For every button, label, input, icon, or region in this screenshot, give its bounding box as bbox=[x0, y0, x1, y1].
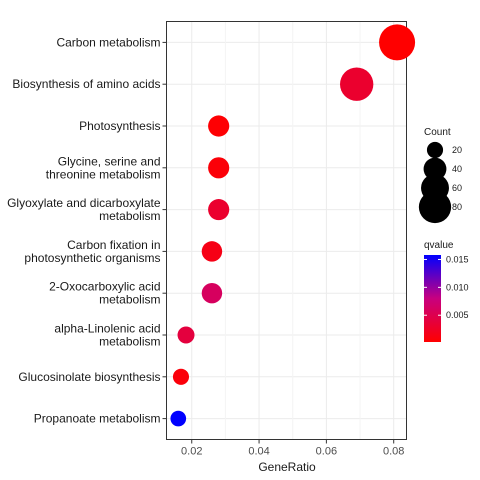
data-point bbox=[340, 67, 374, 101]
color-legend-label: 0.010 bbox=[446, 282, 469, 292]
category-label: Biosynthesis of amino acids bbox=[12, 77, 160, 91]
size-legend: Count 20 40 60 80 bbox=[418, 127, 462, 224]
size-legend-label: 60 bbox=[452, 183, 462, 193]
category-labels: Carbon metabolism Biosynthesis of amino a… bbox=[7, 35, 167, 426]
data-point bbox=[208, 157, 230, 179]
category-label: Photosynthesis bbox=[79, 119, 160, 133]
data-point bbox=[208, 115, 230, 137]
data-point bbox=[379, 24, 416, 61]
category-label: 2-Oxocarboxylic acid metabolism bbox=[49, 280, 160, 307]
size-legend-key bbox=[418, 190, 452, 224]
color-legend-title: qvalue bbox=[424, 240, 454, 251]
category-label: Carbon metabolism bbox=[56, 35, 160, 49]
data-point bbox=[172, 368, 190, 385]
x-axis-ticks: 0.02 0.04 0.06 0.08 bbox=[181, 439, 404, 458]
category-label: Carbon fixation in photosynthetic organis… bbox=[24, 238, 160, 265]
x-tick-label: 0.04 bbox=[248, 446, 269, 458]
data-points bbox=[170, 24, 416, 427]
color-legend-bar bbox=[424, 255, 441, 342]
color-legend-label: 0.005 bbox=[446, 310, 469, 320]
x-tick-label: 0.08 bbox=[383, 446, 404, 458]
x-tick-label: 0.06 bbox=[316, 446, 337, 458]
category-label: Glycine, serine and threonine metabolism bbox=[46, 154, 161, 181]
data-point bbox=[201, 282, 223, 304]
size-legend-label: 20 bbox=[452, 145, 462, 155]
color-legend: qvalue 0.005 0.010 0.015 bbox=[424, 240, 469, 342]
category-label: Propanoate metabolism bbox=[34, 412, 161, 426]
category-label: alpha-Linolenic acid metabolism bbox=[54, 322, 160, 349]
x-tick-label: 0.02 bbox=[181, 446, 202, 458]
size-legend-label: 40 bbox=[452, 164, 462, 174]
category-label: Glyoxylate and dicarboxylate metabolism bbox=[7, 196, 161, 223]
data-point bbox=[208, 199, 230, 221]
plot-panel bbox=[166, 21, 407, 440]
category-label: Glucosinolate biosynthesis bbox=[18, 370, 160, 384]
size-legend-label: 80 bbox=[452, 202, 462, 212]
color-legend-label: 0.015 bbox=[446, 254, 469, 264]
size-legend-key bbox=[423, 157, 447, 181]
data-point bbox=[177, 326, 195, 344]
x-axis-title: GeneRatio bbox=[258, 460, 316, 474]
size-legend-key bbox=[426, 141, 444, 159]
data-point bbox=[170, 410, 187, 427]
data-point bbox=[201, 241, 223, 262]
size-legend-title: Count bbox=[424, 127, 451, 138]
